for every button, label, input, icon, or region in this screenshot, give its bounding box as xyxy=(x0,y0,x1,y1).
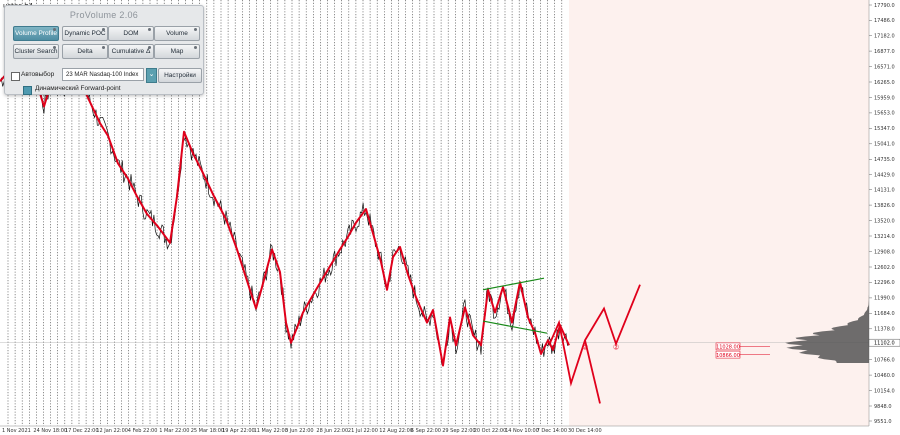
y-tick-label: 11378.0 xyxy=(874,327,895,333)
y-tick-label: 14429.0 xyxy=(874,173,895,179)
y-tick-label: 16877.0 xyxy=(874,49,895,55)
button-gear-icon xyxy=(194,46,197,49)
forecast-marker: ② xyxy=(582,343,588,351)
x-tick-label: 4 Feb 22:00 xyxy=(128,428,158,434)
button-gear-icon xyxy=(53,46,56,49)
cumulative-delta-label: Cumulative Δ xyxy=(111,48,151,55)
dom-label: DOM xyxy=(123,30,139,37)
cluster-search-button[interactable]: Cluster Search xyxy=(13,44,59,59)
x-tick-label: 24 Nov 18:00 xyxy=(33,428,67,434)
y-tick-label: 17790.0 xyxy=(874,3,895,9)
x-tick-label: 12 Aug 22:00 xyxy=(379,428,413,434)
cumulative-delta-button[interactable]: Cumulative Δ xyxy=(108,44,154,59)
y-tick-label: 13826.0 xyxy=(874,203,895,209)
x-tick-label: 7 Dec 14:00 xyxy=(537,428,567,434)
x-tick-label: 25 Mar 18:00 xyxy=(191,428,224,434)
price-series xyxy=(0,60,568,365)
x-tick-label: 1 Nov 2021 xyxy=(2,428,31,434)
x-tick-label: 29 Sep 22:00 xyxy=(442,428,475,434)
volume-label: Volume xyxy=(166,30,188,37)
forecast-area xyxy=(569,0,869,426)
price-tag-label: 11028.00 xyxy=(716,345,740,351)
dom-button[interactable]: DOM xyxy=(108,26,154,41)
x-tick-label: 1 Mar 22:00 xyxy=(159,428,189,434)
channel-lower-line xyxy=(482,320,548,334)
y-tick-label: 12908.0 xyxy=(874,249,895,255)
y-tick-label: 9848.0 xyxy=(874,404,892,410)
y-tick-label: 15347.0 xyxy=(874,126,895,132)
x-tick-label: 6 Sep 22:00 xyxy=(411,428,441,434)
x-tick-label: 11 May 22:00 xyxy=(254,428,288,434)
button-gear-icon xyxy=(148,28,151,31)
map-label: Map xyxy=(170,48,184,55)
y-tick-label: 17182.0 xyxy=(874,34,895,40)
delta-label: Delta xyxy=(77,48,93,55)
price-axis xyxy=(869,0,900,435)
current-price-badge xyxy=(868,338,900,347)
y-tick-label: 13214.0 xyxy=(874,234,895,240)
provolume-panel: ProVolume 2.06 Volume Profile Dynamic PO… xyxy=(4,5,204,95)
forecast-path-alt xyxy=(584,340,601,404)
x-tick-label: 3 Jun 22:00 xyxy=(285,428,314,434)
delta-button[interactable]: Delta xyxy=(62,44,108,59)
button-gear-icon xyxy=(148,46,151,49)
price-tag-label: 10866.00 xyxy=(716,353,740,359)
y-tick-label: 9551.0 xyxy=(874,419,892,425)
channel-upper-line xyxy=(482,277,545,291)
y-tick-label: 12296.0 xyxy=(874,280,895,286)
cluster-search-label: Cluster Search xyxy=(14,48,58,55)
button-gear-icon xyxy=(102,28,105,31)
x-tick-label: 14 Nov 10:00 xyxy=(505,428,539,434)
forward-point-label: Динамический Forward-point xyxy=(35,85,121,92)
panel-title: ProVolume 2.06 xyxy=(69,10,139,20)
instrument-select[interactable]: 23 MAR Nasdaq-100 Index xyxy=(62,68,144,81)
x-tick-label: 12 Jan 22:00 xyxy=(96,428,128,434)
settings-button[interactable]: Настройки xyxy=(158,68,202,83)
auto-select-checkbox[interactable] xyxy=(11,72,20,81)
y-tick-label: 11990.0 xyxy=(874,296,895,302)
x-tick-label: 20 Oct 22:00 xyxy=(474,428,507,434)
x-tick-label: 17 Dec 22:00 xyxy=(65,428,99,434)
y-tick-label: 12602.0 xyxy=(874,265,895,271)
dynamic-poc-label: Dynamic POC xyxy=(64,30,106,37)
map-button[interactable]: Map xyxy=(154,44,200,59)
chevron-down-icon[interactable]: ⌄ xyxy=(146,68,157,83)
forward-point-checkbox[interactable] xyxy=(23,86,32,95)
volume-profile-label: Volume Profile xyxy=(15,30,57,37)
y-tick-label: 15653.0 xyxy=(874,111,895,117)
y-tick-label: 16265.0 xyxy=(874,80,895,86)
y-tick-label: 10460.0 xyxy=(874,373,895,379)
x-tick-label: 19 Apr 22:00 xyxy=(222,428,255,434)
x-tick-label: 28 Jun 22:00 xyxy=(316,428,348,434)
volume-profile-button[interactable]: Volume Profile xyxy=(13,26,59,41)
y-tick-label: 10766.0 xyxy=(874,358,895,364)
auto-select-label: Автовыбор xyxy=(21,71,55,78)
y-tick-label: 15959.0 xyxy=(874,95,895,101)
y-tick-label: 14735.0 xyxy=(874,157,895,163)
y-tick-label: 17486.0 xyxy=(874,18,895,24)
y-tick-label: 13520.0 xyxy=(874,218,895,224)
y-tick-label: 14131.0 xyxy=(874,188,895,194)
zigzag-series xyxy=(0,66,570,367)
x-tick-label: 21 Jul 22:00 xyxy=(348,428,378,434)
button-gear-icon xyxy=(194,28,197,31)
volume-button[interactable]: Volume xyxy=(154,26,200,41)
y-tick-label: 15041.0 xyxy=(874,142,895,148)
y-tick-label: 10154.0 xyxy=(874,388,895,394)
volume-profile xyxy=(785,277,869,363)
x-tick-label: 30 Dec 14:00 xyxy=(568,428,602,434)
y-tick-label: 16571.0 xyxy=(874,64,895,70)
button-gear-icon xyxy=(102,46,105,49)
button-gear-icon xyxy=(53,28,56,31)
y-tick-label: 11684.0 xyxy=(874,311,895,317)
forecast-marker: ② xyxy=(613,343,619,351)
dynamic-poc-button[interactable]: Dynamic POC xyxy=(62,26,108,41)
current-price-label: 11102.0 xyxy=(874,341,895,347)
